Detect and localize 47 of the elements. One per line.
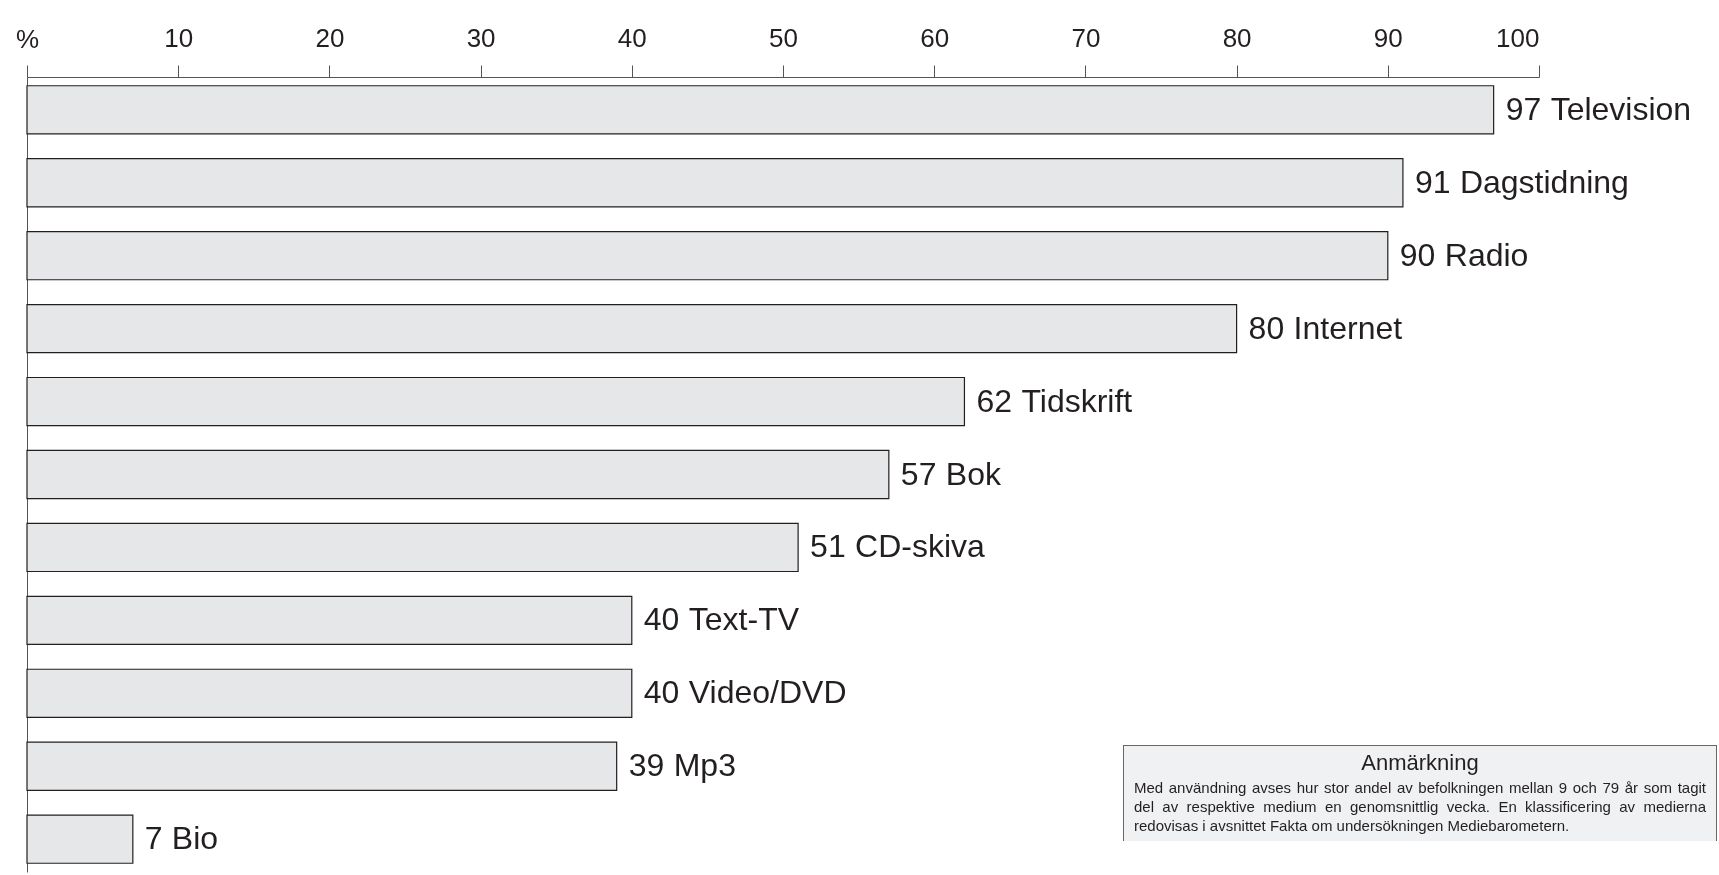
bar [26, 376, 966, 427]
x-tick-label: 50 [769, 22, 798, 53]
data-label: 40 [643, 601, 680, 638]
data-label: 39 [628, 747, 665, 784]
x-tick-label: 10 [164, 22, 194, 53]
bar [26, 595, 633, 646]
y-tick-label: Video/DVD [688, 674, 847, 711]
data-label: 62 [976, 382, 1013, 419]
bar [26, 231, 1389, 281]
x-tick-label: 90 [1373, 22, 1403, 53]
x-tick-label: 70 [1071, 22, 1101, 53]
note-box: Anmärkning Med användning avses hur stor andel av befolkningen mellan 9 och 79 år som tagit del av respektive medium en genomsnittlig vecka. En klassificering av medierna redovisas i avsnittet Fakta om undersökningen Mediebarometern. [1123, 745, 1717, 841]
data-label: 80 [1248, 309, 1285, 346]
bar [26, 85, 1495, 135]
data-label: 7 [144, 820, 163, 857]
annotation: Anmärkning [1360, 750, 1480, 776]
data-label: 51 [810, 528, 846, 565]
bar [26, 449, 890, 500]
y-tick-label: Television [1550, 90, 1692, 127]
x-tick-label: 20 [315, 22, 345, 53]
y-tick-label: Tidskrift [1021, 382, 1133, 419]
y-tick-label: Bio [171, 820, 219, 857]
bar [26, 741, 618, 791]
y-tick-label: Radio [1444, 236, 1529, 273]
data-label: 90 [1399, 236, 1436, 273]
y-tick-label: Dagstidning [1459, 163, 1629, 200]
data-label: 40 [643, 674, 680, 711]
x-tick-label: 60 [920, 22, 950, 53]
x-tick-label: 30 [466, 22, 496, 53]
y-tick-label: Bok [945, 455, 1002, 492]
x-axis-title: % [15, 23, 40, 54]
y-tick-label: Text-TV [688, 601, 800, 638]
data-label: 91 [1414, 163, 1451, 200]
y-tick-label: CD-skiva [855, 528, 986, 565]
bar [26, 158, 1404, 208]
y-tick-label: Mp3 [673, 747, 736, 784]
data-label: 97 [1505, 90, 1542, 127]
bar [26, 522, 799, 573]
x-tick-label: 40 [617, 22, 647, 53]
bar [26, 814, 134, 864]
x-tick-label: 100 [1496, 22, 1540, 53]
annotation: Med användning avses hur stor andel av befolkningen mellan 9 och 79 år som tagit del av respektive medium en genomsnittlig vecka. En klassificering av medierna redovisas i avsnittet Fakta om undersökningen Mediebarometern. [1134, 778, 1706, 835]
data-label: 57 [900, 455, 937, 492]
bar [26, 303, 1238, 354]
x-tick-label: 80 [1222, 22, 1252, 53]
y-tick-label: Internet [1293, 309, 1403, 346]
bar [26, 668, 633, 718]
